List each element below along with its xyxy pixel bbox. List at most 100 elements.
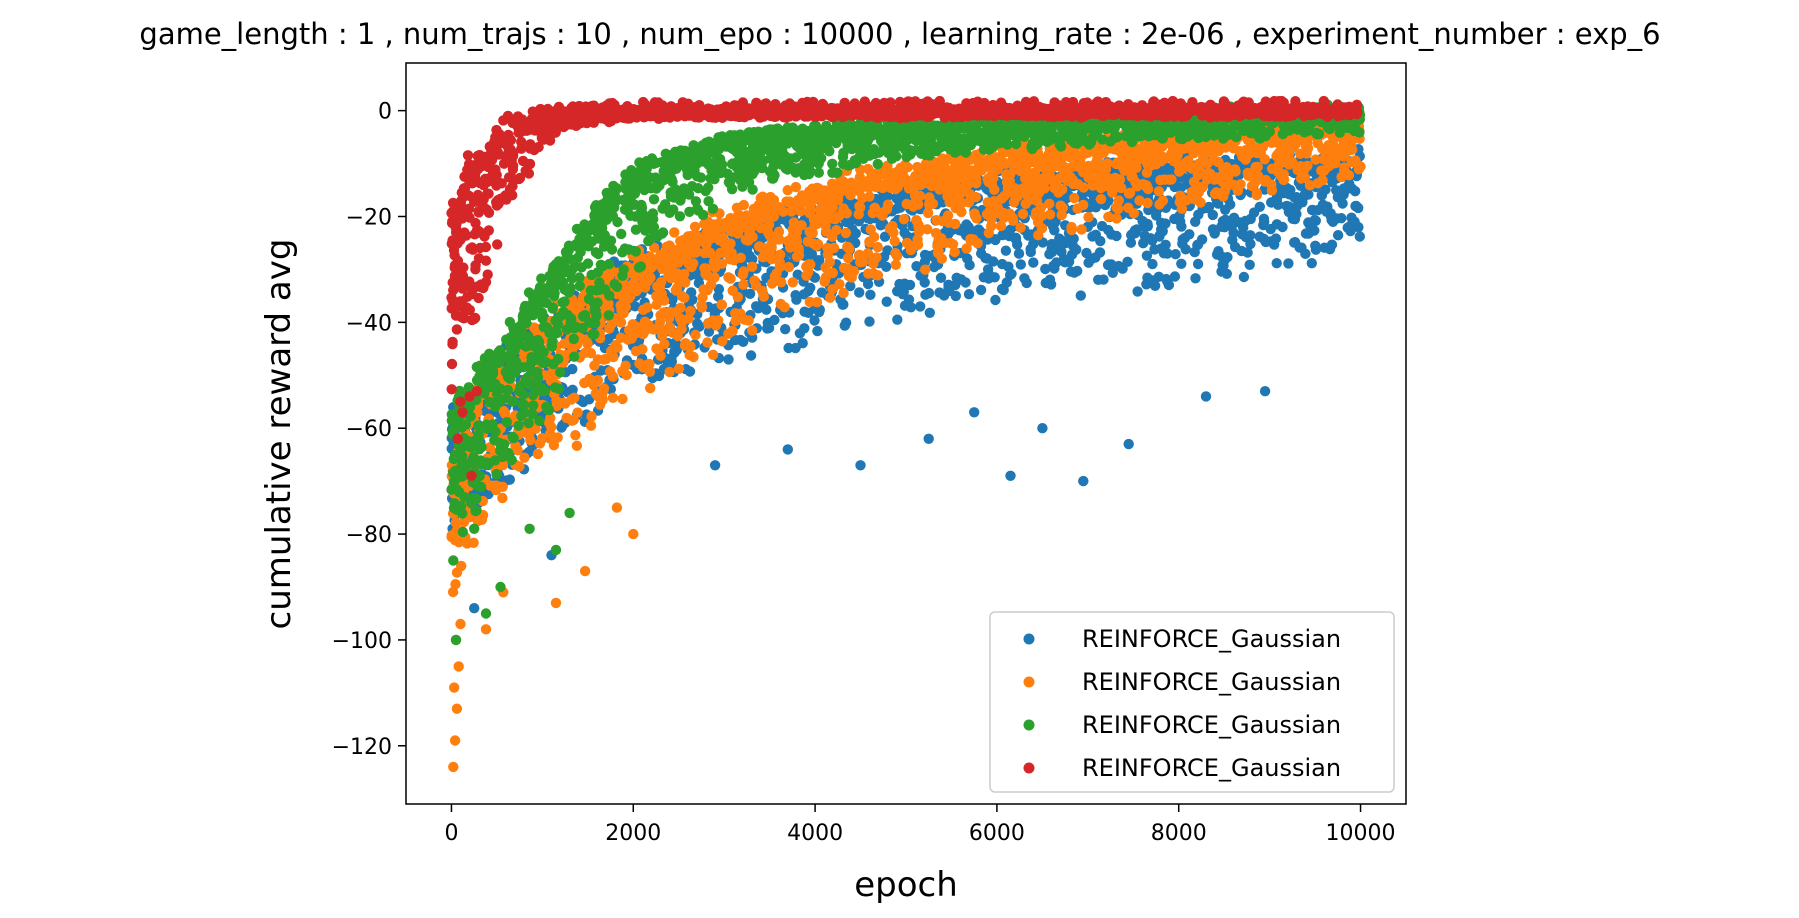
data-point <box>1057 184 1068 195</box>
data-point <box>1300 188 1311 199</box>
data-point <box>899 278 910 289</box>
data-point <box>1003 261 1014 272</box>
data-point <box>1317 175 1328 186</box>
data-point <box>1103 173 1114 184</box>
data-point <box>819 276 830 287</box>
data-point <box>923 433 934 444</box>
data-point <box>548 440 560 451</box>
data-point <box>965 233 976 245</box>
data-point <box>1036 223 1048 234</box>
data-point <box>1266 185 1278 196</box>
data-point <box>1310 154 1321 165</box>
data-point <box>1271 194 1283 205</box>
data-point <box>689 221 701 232</box>
data-point <box>882 199 894 210</box>
data-point <box>783 342 794 354</box>
data-point <box>923 287 935 299</box>
data-point <box>1044 216 1056 228</box>
data-point <box>1142 197 1153 209</box>
data-point <box>669 227 680 238</box>
data-point <box>519 452 530 463</box>
data-point <box>688 238 700 250</box>
data-point <box>449 682 460 693</box>
data-point <box>1039 183 1050 194</box>
data-point <box>910 189 921 200</box>
data-point <box>1107 267 1119 278</box>
data-point <box>590 388 601 399</box>
data-point <box>881 296 892 307</box>
data-point <box>604 323 615 334</box>
data-point <box>1062 169 1073 180</box>
data-point <box>651 291 662 302</box>
data-point <box>766 242 777 253</box>
data-point <box>804 296 815 308</box>
data-point <box>1017 183 1028 194</box>
data-point <box>672 330 683 342</box>
data-point <box>702 337 713 348</box>
data-point <box>754 241 765 252</box>
data-point <box>798 289 810 300</box>
data-point <box>749 275 760 286</box>
data-point <box>668 204 679 215</box>
data-point <box>705 233 716 244</box>
data-point <box>884 167 896 178</box>
data-point <box>723 354 734 365</box>
data-point <box>1207 209 1219 221</box>
data-point <box>751 204 762 215</box>
data-point <box>845 280 856 292</box>
data-point <box>700 268 711 280</box>
data-point <box>962 253 973 264</box>
data-point <box>1112 203 1124 215</box>
data-point <box>608 351 619 363</box>
data-point <box>1219 177 1230 188</box>
data-point <box>1353 202 1364 214</box>
data-point <box>1192 258 1204 270</box>
data-point <box>1228 212 1240 223</box>
data-point <box>448 761 459 773</box>
data-point <box>690 329 701 341</box>
data-point <box>671 306 682 318</box>
data-point <box>855 460 866 471</box>
data-point <box>1041 152 1052 163</box>
data-point <box>735 308 746 319</box>
data-point <box>555 367 566 378</box>
data-point <box>550 597 562 609</box>
data-point <box>738 279 749 290</box>
data-point <box>944 196 955 208</box>
data-point <box>995 220 1007 232</box>
data-point <box>1287 156 1298 168</box>
data-point <box>791 251 803 262</box>
data-point <box>862 278 874 290</box>
data-point <box>865 289 876 300</box>
data-point <box>1339 165 1350 176</box>
data-point <box>980 252 991 264</box>
data-point <box>725 273 736 284</box>
data-point <box>875 220 886 231</box>
data-point <box>565 313 577 324</box>
data-point <box>1272 149 1283 161</box>
data-point <box>1228 227 1239 239</box>
data-point <box>604 290 615 301</box>
data-point <box>864 237 875 248</box>
data-point <box>1304 220 1316 231</box>
data-point <box>1277 221 1288 233</box>
data-point <box>892 314 903 325</box>
data-point <box>951 187 962 198</box>
data-point <box>1321 206 1332 217</box>
data-point <box>1294 242 1305 253</box>
data-point <box>1251 189 1263 201</box>
data-point <box>735 252 746 263</box>
data-point <box>878 180 889 191</box>
data-point <box>812 325 823 337</box>
data-point <box>790 290 801 301</box>
data-point <box>642 302 653 313</box>
data-point <box>1218 191 1229 202</box>
data-point <box>787 277 798 288</box>
data-point <box>840 185 852 196</box>
data-point <box>1330 158 1341 169</box>
data-point <box>1349 216 1360 227</box>
data-point <box>792 194 804 206</box>
data-point <box>1017 208 1029 220</box>
chart-title: game_length : 1 , num_trajs : 10 , num_e… <box>139 17 1660 51</box>
